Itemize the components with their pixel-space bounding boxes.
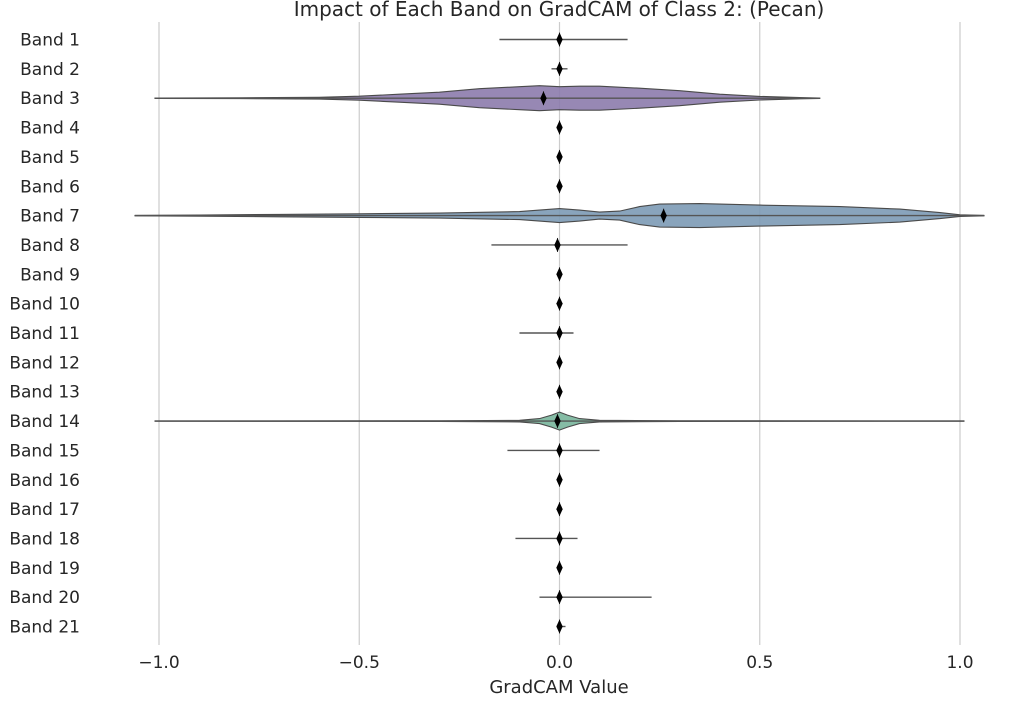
violin-band-13 [556, 384, 563, 399]
x-tick-label: 0.0 [546, 653, 573, 673]
y-tick-label: Band 12 [9, 353, 80, 373]
y-tick-label: Band 6 [20, 177, 80, 197]
violin-band-11 [519, 326, 574, 340]
x-tick-label: −0.5 [339, 653, 380, 673]
violin-band-14 [154, 411, 965, 431]
y-tick-label: Band 15 [9, 441, 80, 461]
violin-layer [134, 32, 985, 634]
y-tick-label: Band 7 [20, 207, 80, 227]
y-tick-label: Band 10 [9, 295, 80, 315]
chart-title: Impact of Each Band on GradCAM of Class … [294, 0, 825, 21]
x-tick-labels: −1.0 −0.5 0.0 0.5 1.0 [138, 653, 973, 673]
mean-marker [554, 237, 561, 252]
x-tick-label: −1.0 [138, 653, 179, 673]
violin-band-12 [556, 355, 563, 370]
violin-band-19 [556, 560, 563, 575]
violin-band-7 [134, 203, 985, 229]
violin-band-21 [556, 619, 566, 634]
violin-band-18 [515, 531, 578, 546]
mean-marker [556, 120, 563, 135]
y-tick-label: Band 4 [20, 119, 80, 139]
y-tick-label: Band 9 [20, 265, 80, 285]
mean-marker [556, 149, 563, 164]
violin-band-10 [556, 296, 563, 311]
mean-marker [556, 296, 563, 311]
y-tick-label: Band 20 [9, 588, 80, 608]
y-tick-label: Band 2 [20, 60, 80, 80]
mean-marker [556, 502, 563, 517]
mean-marker [556, 326, 563, 340]
mean-marker [556, 472, 563, 487]
y-tick-label: Band 16 [9, 471, 80, 491]
violin-band-3 [154, 85, 821, 112]
mean-marker [556, 61, 563, 76]
violin-band-4 [556, 120, 563, 135]
mean-marker [556, 355, 563, 370]
violin-band-5 [556, 149, 563, 164]
y-tick-label: Band 3 [20, 89, 80, 109]
y-tick-label: Band 8 [20, 236, 80, 256]
mean-marker [556, 590, 563, 605]
mean-marker [556, 32, 563, 47]
mean-marker [540, 91, 547, 106]
x-tick-label: 1.0 [946, 653, 973, 673]
y-tick-label: Band 19 [9, 559, 80, 579]
mean-marker [556, 619, 563, 634]
violin-band-16 [556, 472, 563, 487]
violin-band-2 [551, 61, 568, 76]
y-tick-label: Band 11 [9, 324, 80, 344]
violin-band-15 [507, 443, 600, 458]
mean-marker [556, 531, 563, 546]
x-tick-label: 0.5 [746, 653, 773, 673]
mean-marker [554, 414, 561, 429]
violin-band-17 [556, 502, 563, 517]
y-tick-labels: Band 1 Band 2 Band 3 Band 4 Band 5 Band 6 Band… [9, 31, 80, 638]
y-tick-label: Band 17 [9, 500, 80, 520]
mean-marker [556, 560, 563, 575]
x-axis-label: GradCAM Value [489, 677, 628, 697]
mean-marker [556, 384, 563, 399]
y-tick-label: Band 18 [9, 529, 80, 549]
violin-band-20 [539, 590, 652, 605]
violin-band-6 [556, 179, 563, 194]
mean-marker [556, 267, 563, 282]
y-tick-label: Band 1 [20, 31, 80, 51]
y-tick-label: Band 21 [9, 618, 80, 638]
y-tick-label: Band 13 [9, 383, 80, 403]
y-tick-label: Band 5 [20, 148, 80, 168]
violin-band-8 [491, 237, 628, 252]
mean-marker [556, 179, 563, 194]
mean-marker [660, 208, 667, 223]
violin-band-1 [499, 32, 628, 47]
y-tick-label: Band 14 [9, 412, 80, 432]
mean-marker [556, 443, 563, 458]
violin-band-9 [556, 267, 563, 282]
